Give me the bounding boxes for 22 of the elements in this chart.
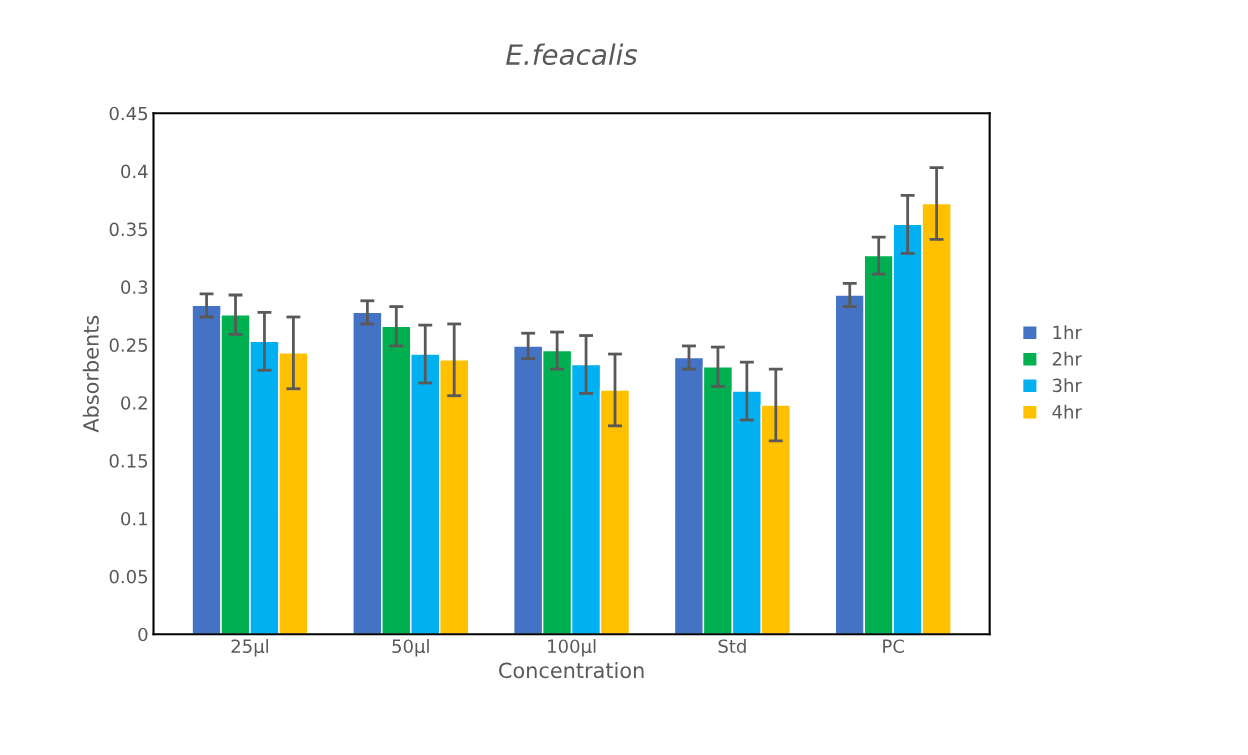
- y-axis-title: Absorbents: [82, 315, 99, 433]
- x-tick-label: Std: [718, 639, 746, 654]
- y-tick-label: 0: [138, 627, 148, 642]
- y-tick-label: 0.05: [109, 569, 148, 584]
- legend-label: 2hr: [1052, 351, 1082, 366]
- x-tick-label: 50µl: [392, 639, 429, 657]
- x-tick-label: 25µl: [231, 639, 269, 657]
- y-tick-label: 0.3: [121, 280, 148, 295]
- x-axis-title: Concentration: [499, 662, 644, 679]
- y-tick-label: 0.25: [109, 338, 148, 352]
- y-tick-label: 0.15: [109, 454, 148, 468]
- x-tick-label: PC: [883, 639, 904, 654]
- legend-label: 3hr: [1052, 378, 1082, 393]
- chart-title: E.feacalis: [506, 43, 638, 66]
- y-tick-label: 0.1: [121, 511, 147, 526]
- x-tick-label: 100µl: [548, 639, 596, 657]
- legend-label: 4hr: [1052, 404, 1082, 419]
- y-tick-label: 0.2: [121, 396, 147, 410]
- y-tick-label: 0.45: [109, 106, 148, 121]
- legend-label: 1hr: [1053, 325, 1082, 339]
- y-tick-label: 0.35: [109, 222, 148, 237]
- y-tick-label: 0.4: [121, 164, 148, 179]
